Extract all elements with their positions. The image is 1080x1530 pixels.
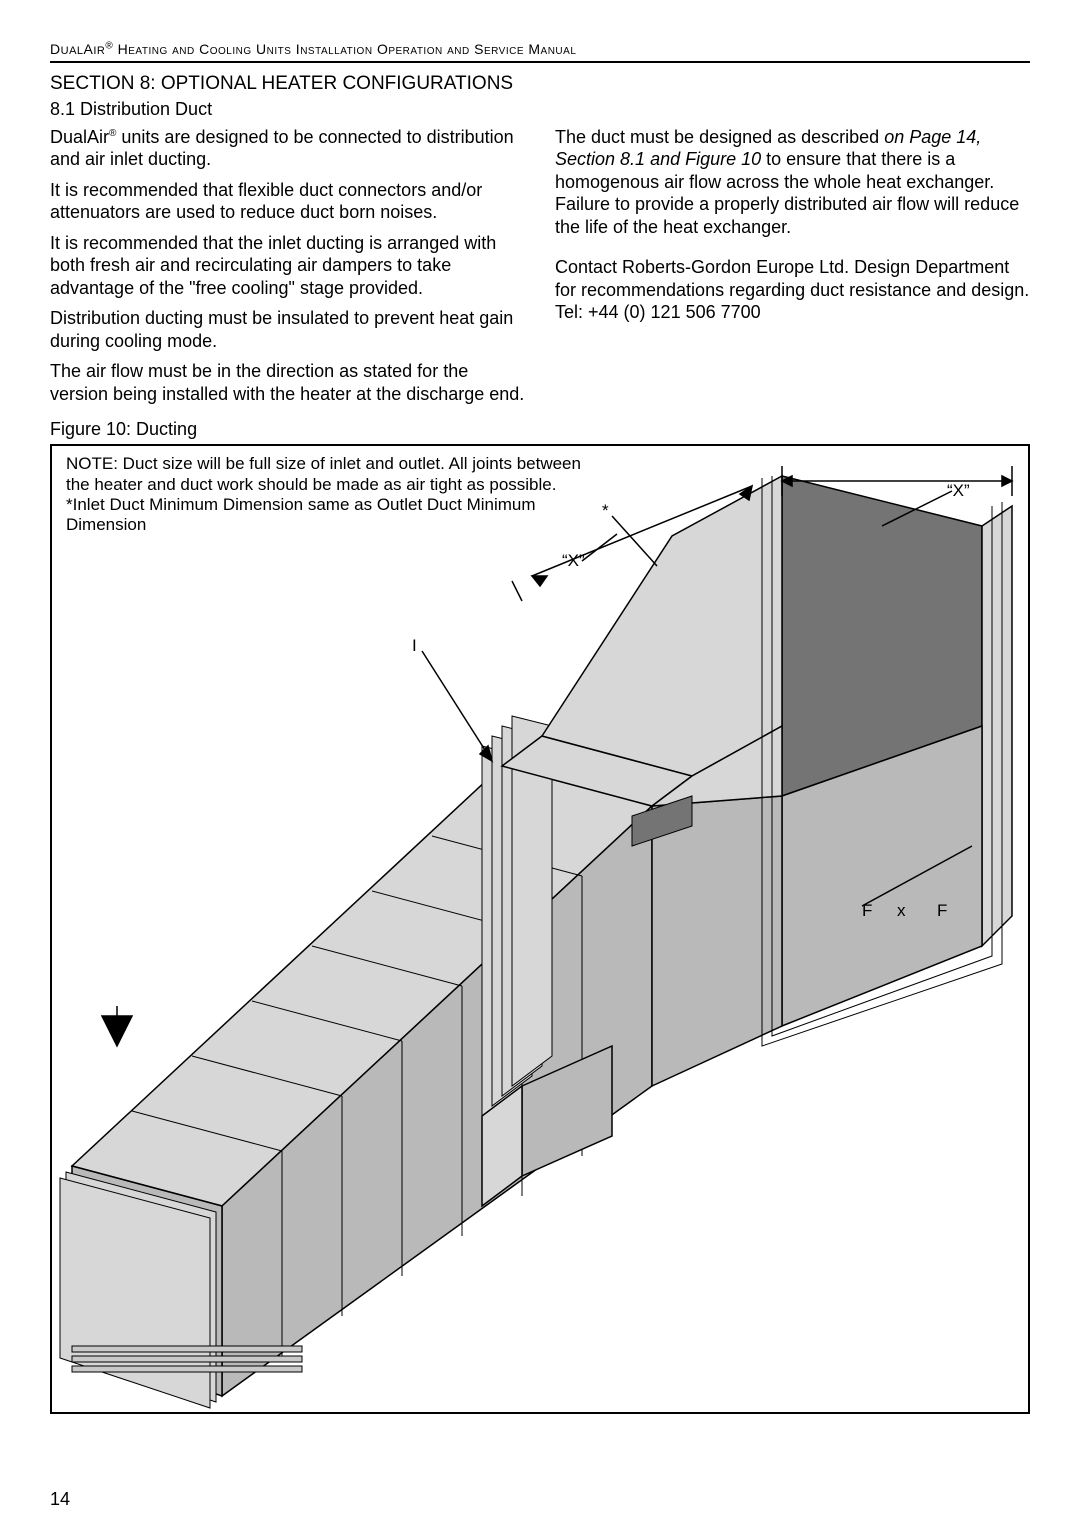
right-column: The duct must be designed as described o… — [555, 126, 1030, 414]
p1b: units are designed to be connected to di… — [50, 127, 514, 170]
subsection-title: 8.1 Distribution Duct — [50, 99, 1030, 120]
left-p2: It is recommended that flexible duct con… — [50, 179, 525, 224]
figure-caption: Figure 10: Ducting — [50, 419, 1030, 440]
left-p4: Distribution ducting must be insulated t… — [50, 307, 525, 352]
body-columns: DualAir® units are designed to be connec… — [50, 126, 1030, 414]
header-text: DUALAIR® Heating and Cooling Units Insta… — [50, 41, 576, 57]
left-p5: The air flow must be in the direction as… — [50, 360, 525, 405]
label-x-diag: “X” — [562, 551, 585, 571]
p1a: DualAir — [50, 127, 109, 147]
ducting-diagram — [52, 446, 1028, 1412]
rp1a: The duct must be designed as described — [555, 127, 884, 147]
label-star: * — [602, 501, 609, 521]
label-x-top: “X” — [947, 481, 970, 501]
label-f1: F — [862, 901, 872, 921]
header-line: DUALAIR® Heating and Cooling Units Insta… — [50, 40, 1030, 63]
page-number: 14 — [50, 1489, 70, 1510]
right-p2: Contact Roberts-Gordon Europe Ltd. Desig… — [555, 256, 1030, 324]
section-title: SECTION 8: OPTIONAL HEATER CONFIGURATION… — [50, 73, 1030, 95]
label-i: I — [412, 636, 417, 656]
label-f2: F — [937, 901, 947, 921]
header-rest: Heating and Cooling Units Installation O… — [113, 41, 576, 57]
left-p1: DualAir® units are designed to be connec… — [50, 126, 525, 171]
left-p3: It is recommended that the inlet ducting… — [50, 232, 525, 300]
right-p1: The duct must be designed as described o… — [555, 126, 1030, 239]
figure-box: NOTE: Duct size will be full size of inl… — [50, 444, 1030, 1414]
left-column: DualAir® units are designed to be connec… — [50, 126, 525, 414]
label-x-small: x — [897, 901, 906, 921]
